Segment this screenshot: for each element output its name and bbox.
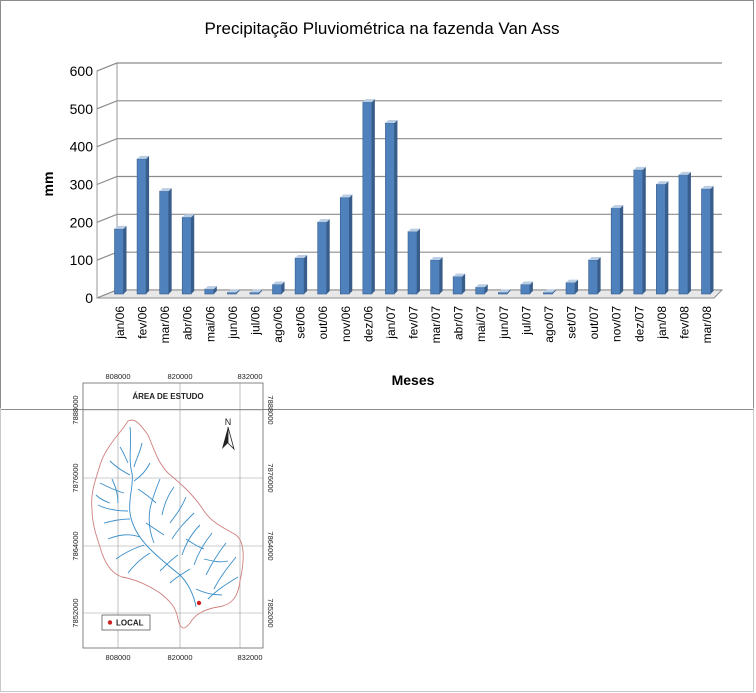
bar [249, 289, 262, 295]
bar [407, 228, 420, 295]
bar [385, 119, 398, 295]
bar [317, 219, 330, 295]
y-tick-label: 400 [70, 139, 94, 155]
bar [227, 289, 240, 295]
y-tick-label: 0 [85, 290, 93, 306]
map-y-tick-right-3: 7864000 [266, 531, 275, 560]
x-tick-label: dez/07 [632, 306, 646, 342]
map-legend: LOCAL [101, 614, 151, 631]
bar [701, 185, 714, 295]
x-tick-label: jan/08 [655, 306, 669, 340]
bar [475, 284, 488, 295]
bar [610, 205, 624, 295]
bar [520, 281, 533, 295]
x-tick-label: dez/06 [361, 306, 375, 342]
river-network [95, 426, 239, 608]
bar [114, 225, 127, 295]
gridline [96, 213, 722, 223]
y-tick-label: 100 [70, 252, 94, 268]
x-tick-label: jul/07 [519, 306, 533, 336]
precipitation-chart: Precipitação Pluviométrica na fazenda Va… [40, 19, 724, 388]
y-tick-label: 200 [70, 214, 94, 230]
bar [588, 256, 601, 295]
x-tick-label: jun/07 [497, 306, 511, 340]
x-tick-label: ago/06 [271, 306, 285, 343]
x-tick-labels: jan/06 fev/06 mar/06 abr/06 mai/06 jun/06 jul/… [113, 306, 714, 344]
map-grid [83, 383, 263, 648]
bar [272, 281, 285, 295]
bar [565, 279, 579, 295]
map-x-tick-top-2: 820000 [167, 372, 192, 381]
chart-title: Precipitação Pluviométrica na fazenda Va… [205, 19, 560, 38]
bar [656, 181, 669, 295]
map-title: ÁREA DE ESTUDO [132, 392, 203, 401]
x-tick-label: jan/06 [113, 306, 127, 340]
x-tick-label: nov/07 [610, 306, 624, 342]
x-tick-label: jun/06 [226, 306, 240, 340]
x-axis-label: Meses [392, 372, 435, 388]
map-y-tick-left-1: 7888000 [71, 395, 80, 424]
x-tick-label: nov/06 [339, 306, 353, 342]
x-tick-label: fev/07 [407, 306, 421, 339]
bar [430, 256, 443, 295]
bar [181, 214, 195, 295]
map-y-tick-right-4: 7852000 [266, 598, 275, 627]
bar [136, 155, 150, 295]
bar [339, 194, 353, 295]
x-tick-label: fev/08 [677, 306, 691, 339]
study-location-marker [196, 600, 202, 606]
x-tick-label: mai/07 [474, 306, 488, 342]
gridline [96, 62, 722, 72]
bar [294, 255, 308, 295]
y-tick-label: 500 [70, 101, 94, 117]
gridline [96, 175, 722, 186]
chart-panel: Precipitação Pluviométrica na fazenda Va… [0, 0, 754, 410]
y-axis-label: mm [40, 172, 56, 197]
map-y-tick-left-4: 7852000 [71, 598, 80, 627]
bar [159, 188, 172, 295]
north-label: N [225, 417, 232, 427]
y-tick-label: 600 [70, 63, 94, 79]
map-y-tick-left-3: 7864000 [71, 531, 80, 560]
x-tick-label: set/07 [565, 306, 579, 339]
gridline [96, 100, 722, 110]
bar [678, 171, 691, 295]
north-arrow-icon: N [222, 417, 235, 451]
map-x-tick-bottom-1: 808000 [105, 653, 130, 662]
map-x-tick-bottom-3: 832000 [237, 653, 262, 662]
x-tick-label: set/06 [294, 306, 308, 339]
x-tick-label: mar/08 [700, 306, 714, 344]
map-y-tick-left-2: 7876000 [71, 463, 80, 492]
x-tick-label: out/07 [587, 306, 601, 340]
bar [498, 289, 511, 295]
x-tick-label: jan/07 [384, 306, 398, 340]
x-tick-label: abr/06 [181, 306, 195, 340]
bar [204, 286, 217, 295]
x-tick-label: out/06 [316, 306, 330, 340]
x-tick-label: mar/06 [158, 306, 172, 344]
x-tick-label: mai/06 [203, 306, 217, 342]
map-x-tick-top-3: 832000 [237, 372, 262, 381]
bar [452, 273, 466, 295]
map-x-tick-bottom-2: 820000 [167, 653, 192, 662]
bar [633, 166, 646, 295]
y-tick-label: 300 [70, 177, 94, 193]
x-tick-label: mar/07 [429, 306, 443, 344]
x-tick-label: fev/06 [136, 306, 150, 339]
watershed-boundary [91, 419, 244, 629]
map-y-tick-right-2: 7876000 [266, 463, 275, 492]
map-legend-label: LOCAL [116, 619, 144, 628]
map-y-tick-right-1: 7888000 [266, 395, 275, 424]
map-frame [82, 382, 264, 649]
bar [543, 289, 556, 295]
bar [362, 99, 375, 295]
bars [114, 99, 714, 295]
map-x-tick-top-1: 808000 [105, 372, 130, 381]
y-tick-labels: 0 100 200 300 400 500 600 [70, 63, 94, 306]
gridline [96, 138, 722, 148]
x-tick-label: abr/07 [452, 306, 466, 340]
x-tick-label: ago/07 [542, 306, 556, 343]
study-area-map: 808000 820000 832000 808000 820000 83200… [0, 363, 300, 691]
x-tick-label: jul/06 [248, 306, 262, 336]
